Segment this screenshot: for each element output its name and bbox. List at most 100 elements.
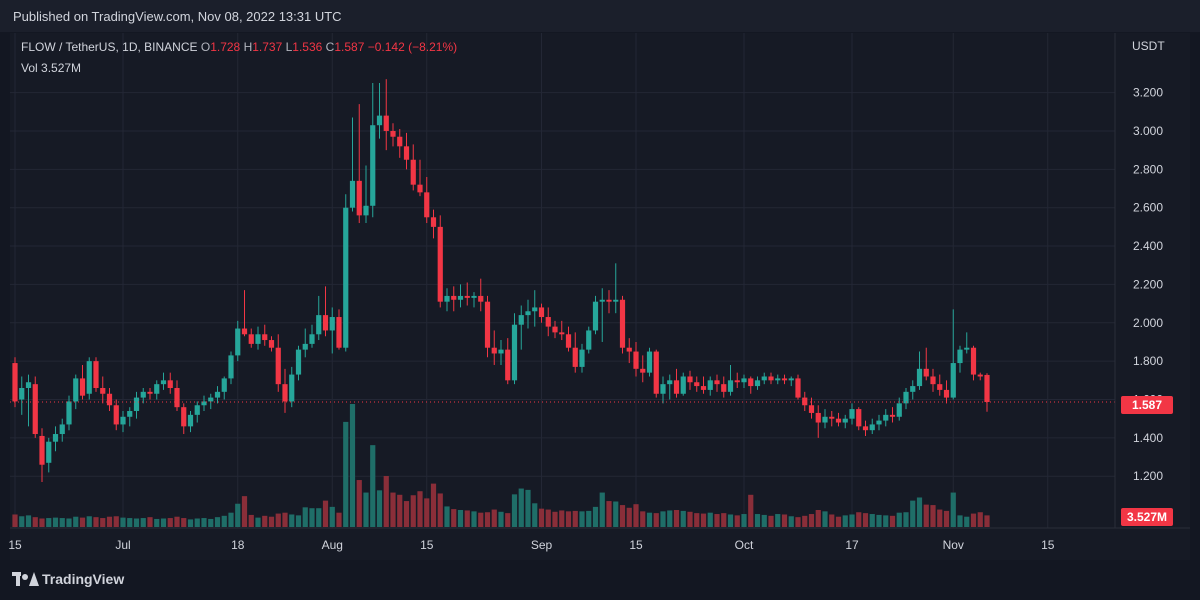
volume-bar [619, 505, 626, 527]
volume-bar [876, 514, 882, 527]
candle-body [579, 349, 585, 367]
y-tick-label: 1.200 [1133, 469, 1163, 483]
volume-bar [808, 514, 815, 527]
candle-body [572, 347, 578, 367]
last-price-tag: 1.587 [1121, 396, 1173, 414]
volume-bar [329, 506, 335, 527]
volume-bar [775, 514, 781, 527]
candle-body [984, 374, 990, 402]
candle-body [147, 391, 153, 394]
volume-bar [289, 514, 295, 527]
candle-body [140, 391, 146, 398]
volume-bar [282, 512, 288, 527]
volume-bar [59, 518, 65, 527]
volume-bar [660, 511, 666, 527]
volume-bar [862, 513, 869, 527]
volume-bar [127, 518, 133, 527]
volume-bar [262, 515, 268, 527]
candlestick-chart[interactable]: 3.200 3.000 2.800 2.600 2.400 2.200 2.000 1.800… [0, 0, 1200, 560]
volume-bar [100, 518, 106, 527]
brand-name: TradingView [42, 571, 125, 587]
volume-bar [214, 517, 221, 527]
volume-bar [430, 483, 437, 527]
candle-body [52, 434, 59, 442]
low-value: 1.536 [292, 40, 323, 54]
volume-bar [606, 501, 612, 527]
currency-label: USDT [1132, 39, 1165, 53]
y-tick-label: 1.400 [1133, 431, 1163, 445]
volume-bar [559, 510, 565, 527]
volume-bar [424, 498, 430, 527]
candle-body [768, 376, 774, 381]
volume-bar [970, 513, 977, 527]
candle-body [910, 386, 916, 392]
candle-body [950, 363, 956, 398]
volume-bar [721, 513, 727, 527]
volume-bar [187, 519, 194, 527]
x-tick-label: 15 [629, 538, 643, 552]
volume-bar [201, 518, 207, 527]
candle-body [734, 380, 740, 383]
volume-bar [248, 514, 254, 527]
volume-bar [552, 511, 558, 527]
candle-body [437, 226, 443, 302]
candle-body [775, 378, 781, 381]
volume-bar [761, 514, 767, 527]
volume-bar [802, 515, 808, 527]
candle-body [667, 380, 673, 385]
candle-body [19, 387, 25, 400]
volume-bar [505, 513, 511, 527]
volume-bar [579, 511, 585, 527]
tradingview-logo[interactable]: TradingView [12, 571, 124, 587]
candle-body [592, 301, 599, 331]
volume-bar [930, 505, 936, 527]
chart-area[interactable] [10, 33, 1190, 560]
candle-body [12, 363, 18, 402]
volume-bar [829, 514, 835, 527]
volume-bar [599, 492, 605, 527]
volume-bar [667, 510, 673, 527]
ohlc-legend: FLOW / TetherUS, 1D, BINANCE O1.728 H1.7… [21, 40, 457, 54]
footer [0, 560, 1200, 600]
candle-body [714, 380, 720, 385]
volume-bar [977, 512, 983, 527]
candle-body [289, 374, 295, 402]
volume-bar [525, 489, 531, 527]
candle-body [883, 414, 889, 421]
candle-body [464, 295, 470, 298]
volume-label: Vol [21, 61, 38, 75]
change-value: −0.142 (−8.21%) [367, 40, 458, 54]
candle-body [316, 315, 322, 335]
candle-body [619, 299, 626, 348]
candle-body [356, 180, 362, 216]
volume-bar [113, 516, 119, 527]
volume-bar [154, 518, 160, 527]
volume-bar [322, 500, 329, 527]
candle-body [471, 295, 477, 298]
y-tick-label: 2.400 [1133, 239, 1163, 253]
volume-bar [653, 513, 659, 527]
candle-body [795, 378, 801, 398]
volume-bar [707, 512, 713, 527]
candle-body [25, 382, 32, 388]
candle-body [208, 397, 214, 402]
volume-bar [646, 512, 653, 527]
symbol-label[interactable]: FLOW / TetherUS, 1D, BINANCE [21, 40, 198, 54]
candle-body [943, 389, 950, 398]
close-value: 1.587 [334, 40, 365, 54]
candle-body [788, 378, 794, 381]
x-tick-label: Oct [735, 538, 754, 552]
candle-body [903, 391, 909, 404]
candle-body [424, 192, 430, 218]
candle-body [383, 115, 389, 131]
volume-bar [147, 517, 153, 527]
candle-body [727, 380, 734, 392]
candle-body [916, 368, 923, 387]
volume-bar [255, 517, 261, 527]
volume-bar [943, 510, 950, 527]
high-value: 1.737 [252, 40, 283, 54]
volume-bar [937, 509, 943, 527]
candle-body [802, 397, 808, 406]
candle-body [525, 311, 531, 316]
volume-bar [66, 518, 72, 527]
